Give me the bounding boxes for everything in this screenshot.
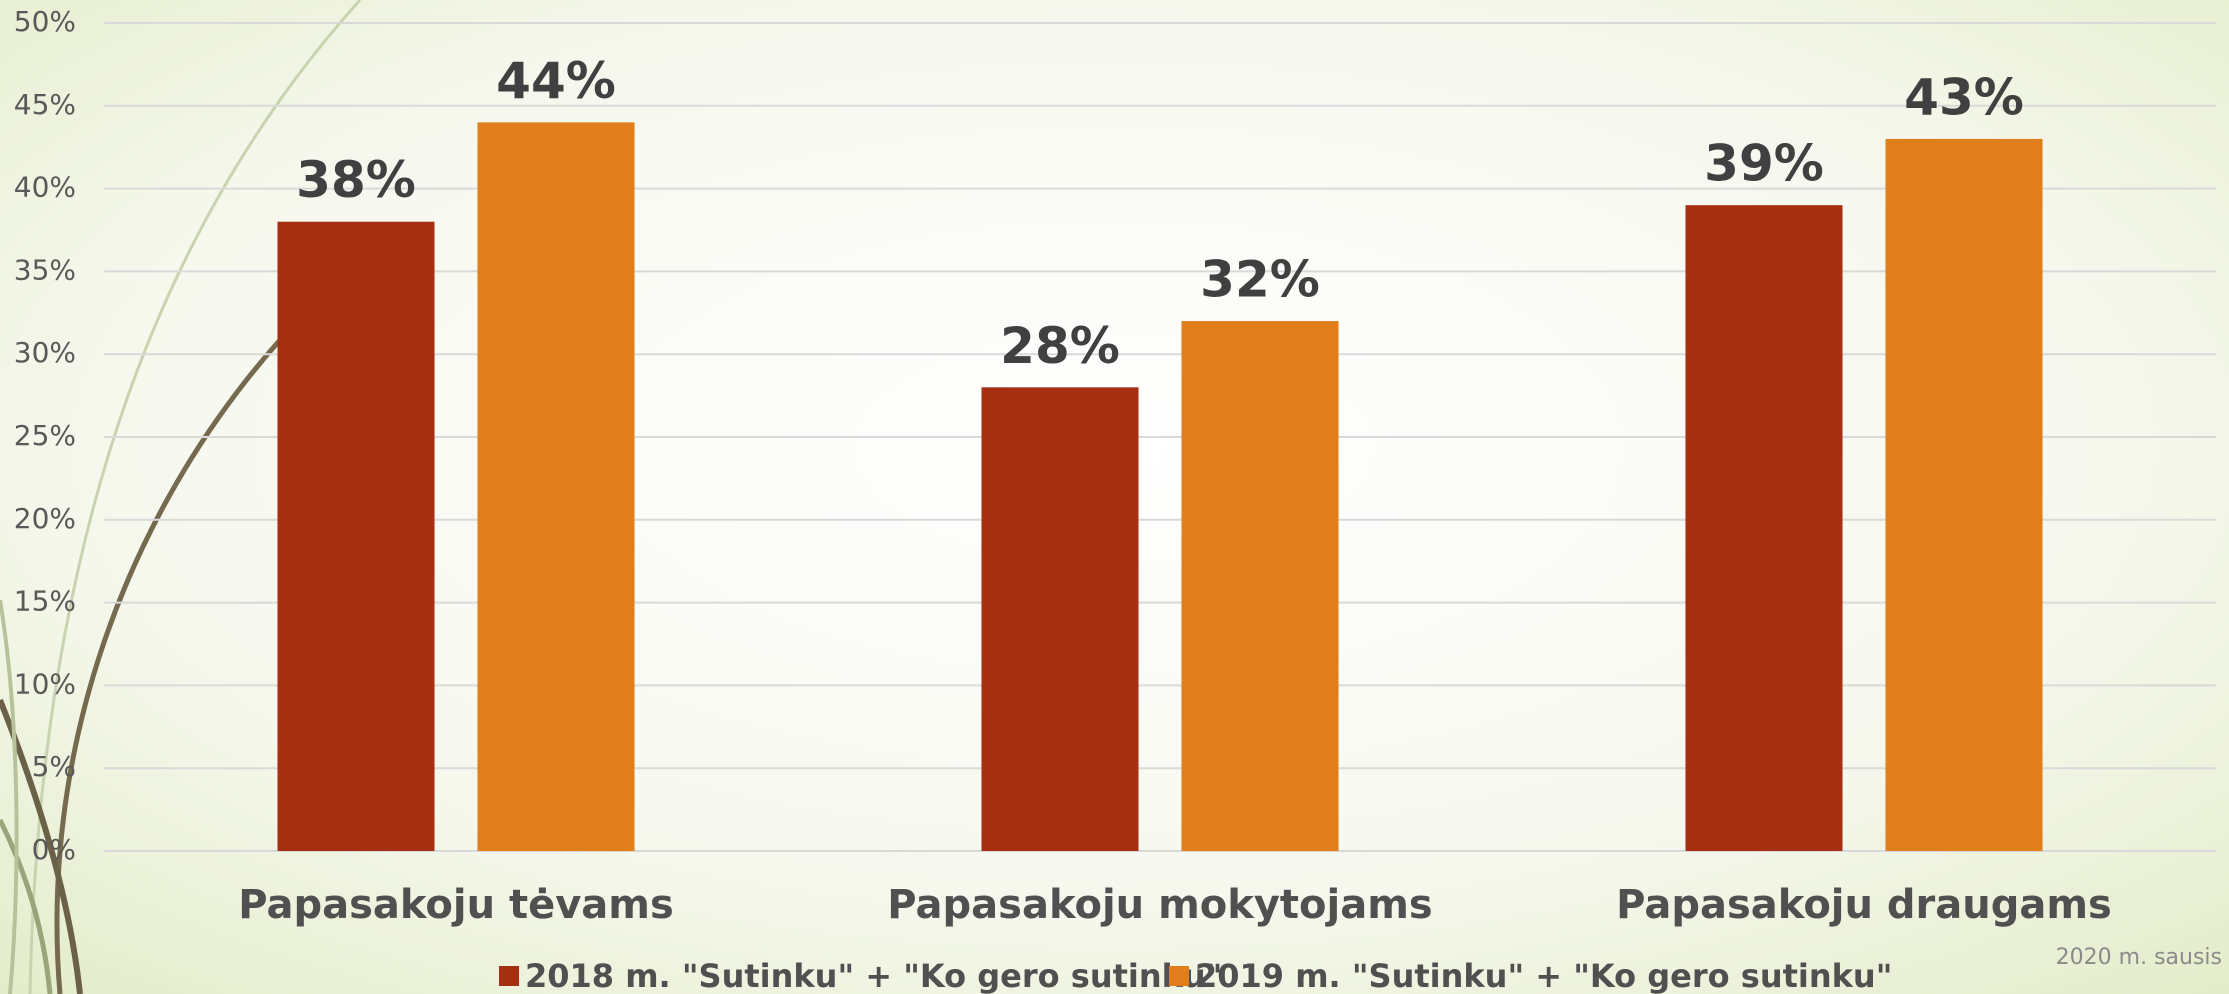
bar: [278, 222, 435, 851]
y-tick-label: 40%: [14, 171, 76, 204]
y-tick-label: 50%: [14, 5, 76, 38]
y-tick-label: 35%: [14, 253, 76, 286]
x-tick-label: Papasakoju mokytojams: [887, 882, 1432, 928]
legend-label: 2018 m. "Sutinku" + "Ko gero sutinku": [525, 957, 1222, 994]
data-label: 39%: [1704, 135, 1824, 193]
y-tick-label: 5%: [32, 750, 76, 783]
y-tick-label: 20%: [14, 502, 76, 535]
y-tick-label: 45%: [14, 88, 76, 121]
x-tick-label: Papasakoju draugams: [1616, 882, 2112, 928]
x-tick-label: Papasakoju tėvams: [238, 882, 674, 928]
y-tick-label: 0%: [32, 833, 76, 866]
bar: [1686, 205, 1843, 851]
data-label: 43%: [1904, 68, 2024, 126]
bar: [1182, 321, 1339, 851]
footnote: 2020 m. sausis: [2056, 945, 2222, 970]
chart: 2020 m. sausis 0% 5% 10% 15% 20% 25% 30% 35% 40%…: [0, 0, 2229, 994]
y-tick-label: 15%: [14, 585, 76, 618]
data-label: 28%: [1000, 317, 1120, 375]
y-tick-label: 10%: [14, 667, 76, 700]
legend-swatch: [1169, 966, 1189, 986]
y-tick-label: 30%: [14, 336, 76, 369]
y-tick-label: 25%: [14, 419, 76, 452]
legend-label: 2019 m. "Sutinku" + "Ko gero sutinku": [1195, 957, 1892, 994]
data-label: 32%: [1200, 251, 1320, 309]
data-label: 38%: [296, 151, 416, 209]
bar: [1886, 139, 2043, 851]
data-label: 44%: [496, 52, 616, 110]
bar: [478, 122, 635, 851]
legend-swatch: [499, 966, 519, 986]
bar: [982, 387, 1139, 851]
